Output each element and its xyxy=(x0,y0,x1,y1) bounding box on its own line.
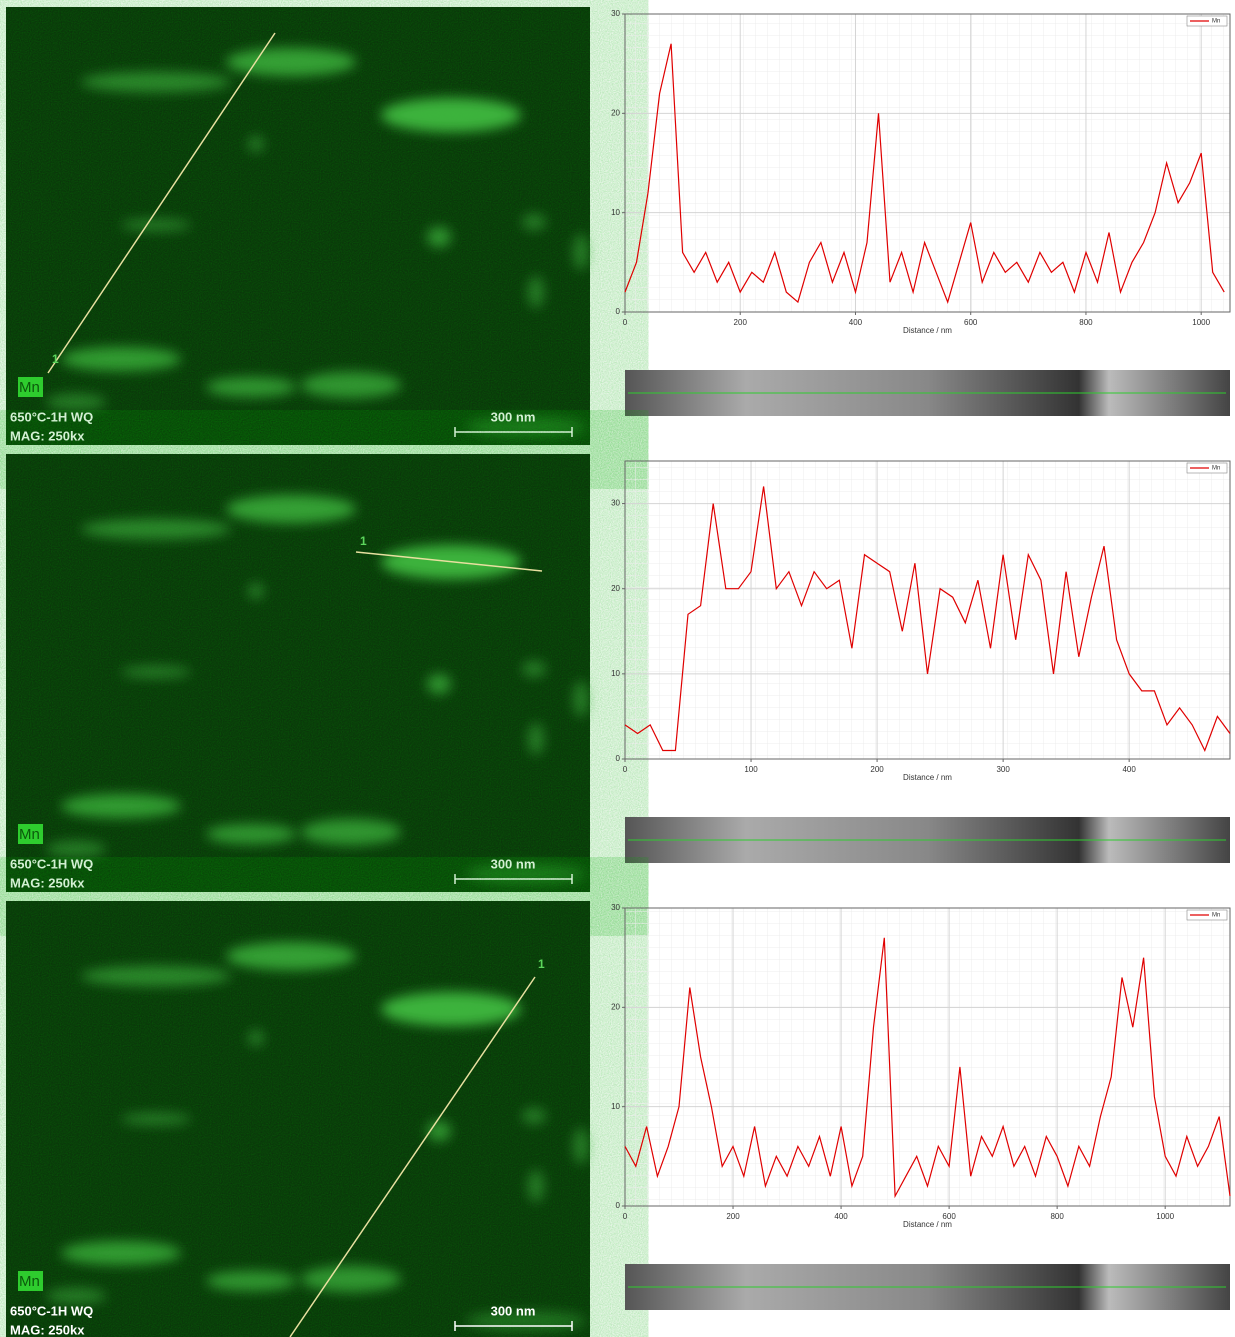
line-marker: 1 xyxy=(360,534,367,548)
x-tick-label: 0 xyxy=(623,765,628,774)
plot-area xyxy=(625,14,1230,312)
element-badge xyxy=(18,824,43,844)
profile-line xyxy=(624,43,1225,304)
x-tick-label: 600 xyxy=(964,318,978,327)
element-label: Mn xyxy=(19,826,40,843)
plot-area xyxy=(625,461,1230,759)
y-tick-label: 10 xyxy=(611,1102,620,1111)
x-axis-label: Distance / nm xyxy=(903,326,952,335)
x-axis-label: Distance / nm xyxy=(903,1220,952,1229)
element-badge xyxy=(18,377,43,397)
eds-map: 1 Mn 650°C-1H WQ MAG: 250kx 300 nm xyxy=(6,901,590,1337)
scale-bar xyxy=(454,1321,573,1331)
magnification-label: MAG: 250kx xyxy=(10,428,85,443)
legend-label: Mn xyxy=(1212,19,1220,25)
plot-frame xyxy=(624,460,1231,760)
sample-label: 650°C-1H WQ xyxy=(10,1303,93,1318)
y-tick-label: 20 xyxy=(611,584,620,593)
x-tick-label: 0 xyxy=(623,1212,628,1221)
y-tick-label: 10 xyxy=(611,208,620,217)
element-badge xyxy=(18,1271,43,1291)
scale-bar xyxy=(454,427,573,437)
x-tick-label: 1000 xyxy=(1156,1212,1174,1221)
plot-frame xyxy=(624,13,1231,313)
profile-line xyxy=(624,937,1231,1199)
x-tick-label: 200 xyxy=(726,1212,740,1221)
x-tick-label: 1000 xyxy=(1192,318,1210,327)
eds-map: 1 Mn 650°C-1H WQ MAG: 250kx 300 nm xyxy=(6,7,590,445)
plot-area xyxy=(625,908,1230,1206)
y-tick-label: 0 xyxy=(616,307,621,316)
y-tick-label: 30 xyxy=(611,9,620,18)
scale-bar-label: 300 nm xyxy=(491,409,536,424)
magnification-label: MAG: 250kx xyxy=(10,875,85,890)
element-label: Mn xyxy=(19,1273,40,1290)
x-tick-label: 800 xyxy=(1050,1212,1064,1221)
scale-bar-label: 300 nm xyxy=(491,856,536,871)
sample-label: 650°C-1H WQ xyxy=(10,409,93,424)
x-tick-label: 300 xyxy=(996,765,1010,774)
scan-line xyxy=(355,551,543,572)
x-tick-label: 400 xyxy=(834,1212,848,1221)
y-tick-label: 20 xyxy=(611,108,620,117)
x-tick-label: 200 xyxy=(734,318,748,327)
y-tick-label: 20 xyxy=(611,1002,620,1011)
scale-bar xyxy=(454,874,573,884)
y-tick-label: 10 xyxy=(611,669,620,678)
y-tick-label: 30 xyxy=(611,903,620,912)
x-tick-label: 400 xyxy=(1122,765,1136,774)
scale-bar-label: 300 nm xyxy=(491,1303,536,1318)
y-tick-label: 0 xyxy=(616,1201,621,1210)
x-axis-label: Distance / nm xyxy=(903,773,952,782)
profile-line xyxy=(624,486,1231,753)
sample-label: 650°C-1H WQ xyxy=(10,856,93,871)
legend-label: Mn xyxy=(1212,913,1220,919)
eds-map: 1 Mn 650°C-1H WQ MAG: 250kx 300 nm xyxy=(6,454,590,892)
y-tick-label: 0 xyxy=(616,754,621,763)
plot-frame xyxy=(624,907,1231,1207)
x-tick-label: 0 xyxy=(623,318,628,327)
scan-line xyxy=(47,32,276,374)
y-tick-label: 30 xyxy=(611,499,620,508)
x-tick-label: 800 xyxy=(1079,318,1093,327)
legend-label: Mn xyxy=(1212,466,1220,472)
line-marker: 1 xyxy=(538,957,545,971)
magnification-label: MAG: 250kx xyxy=(10,1322,85,1337)
x-tick-label: 600 xyxy=(942,1212,956,1221)
element-label: Mn xyxy=(19,379,40,396)
x-tick-label: 400 xyxy=(849,318,863,327)
line-marker: 1 xyxy=(52,352,59,366)
scan-line xyxy=(289,976,536,1337)
x-tick-label: 200 xyxy=(870,765,884,774)
x-tick-label: 100 xyxy=(744,765,758,774)
